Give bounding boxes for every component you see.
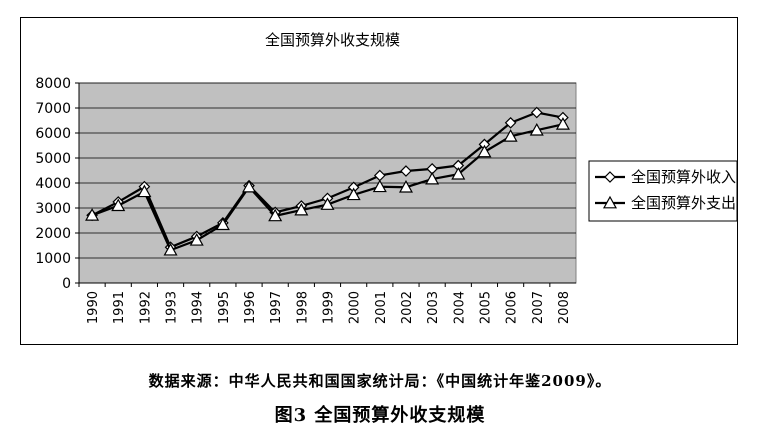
y-tick-label: 5000	[35, 151, 71, 167]
data-point-2	[425, 171, 440, 185]
y-tick-label: 4000	[35, 176, 71, 192]
data-point-2	[320, 197, 335, 210]
data-point-2	[555, 117, 570, 130]
data-point-2	[398, 179, 413, 193]
x-tick-label: 2005	[478, 291, 493, 324]
x-tick-label: 1994	[191, 291, 206, 324]
data-point-2	[215, 217, 230, 231]
x-tick-label: 1999	[322, 291, 337, 324]
x-tick-label: 1990	[86, 291, 101, 324]
data-point-1	[400, 165, 412, 177]
y-tick-label: 2000	[35, 226, 71, 242]
x-tick-label: 2003	[426, 291, 441, 324]
x-tick-label: 1996	[243, 291, 258, 324]
data-point-1	[530, 106, 543, 119]
data-point-2	[137, 184, 152, 198]
x-tick-label: 1991	[112, 291, 127, 324]
data-point-2	[346, 187, 361, 201]
data-point-2	[189, 233, 204, 246]
x-tick-label: 1992	[138, 291, 153, 324]
data-point-2	[111, 198, 126, 212]
data-point-2	[242, 179, 257, 193]
x-tick-label: 1995	[217, 291, 232, 324]
line-chart: 全国预算外收支规模 0 1000 2000 3000 4000 5000 6000 7000 80…	[35, 31, 738, 324]
data-point-2	[268, 208, 283, 222]
x-tick-label: 1998	[295, 291, 310, 324]
legend-label: 全国预算外支出	[631, 194, 736, 212]
legend-box	[588, 160, 738, 222]
data-point-2	[477, 144, 492, 158]
data-point-2	[85, 208, 100, 221]
y-tick-label: 6000	[35, 126, 71, 142]
chart-title: 全国预算外收支规模	[265, 31, 400, 49]
data-point-2	[372, 179, 387, 193]
x-tick-label: 2004	[452, 291, 467, 324]
x-tick-label: 2006	[505, 291, 520, 324]
x-tick-label: 2008	[557, 291, 572, 324]
figure-caption: 图3 全国预算外收支规模	[274, 405, 486, 426]
data-point-2	[503, 129, 518, 142]
x-tick-label: 2002	[400, 291, 415, 324]
y-tick-label: 8000	[35, 76, 71, 92]
legend-label: 全国预算外收入	[631, 168, 736, 186]
y-tick-label: 7000	[35, 101, 71, 117]
source-note: 数据来源：中华人民共和国国家统计局：《中国统计年鉴2009》。	[148, 372, 612, 390]
y-tick-label: 0	[62, 276, 71, 292]
legend-marker	[602, 195, 618, 209]
data-point-2	[294, 202, 309, 216]
x-tick-label: 2007	[531, 291, 546, 324]
data-point-1	[504, 116, 517, 129]
chart-frame: 全国预算外收支规模 0 1000 2000 3000 4000 5000 6000 7000 80…	[20, 17, 738, 345]
legend-marker	[604, 171, 616, 183]
x-tick-label: 1997	[269, 291, 284, 324]
y-tick-label: 1000	[35, 251, 71, 267]
x-tick-label: 2001	[374, 291, 389, 324]
y-tick-label: 3000	[35, 201, 71, 217]
data-point-2	[451, 166, 466, 180]
x-tick-label: 1993	[165, 291, 180, 324]
data-point-2	[529, 122, 544, 136]
data-point-2	[163, 242, 178, 256]
x-tick-label: 2000	[348, 291, 363, 324]
